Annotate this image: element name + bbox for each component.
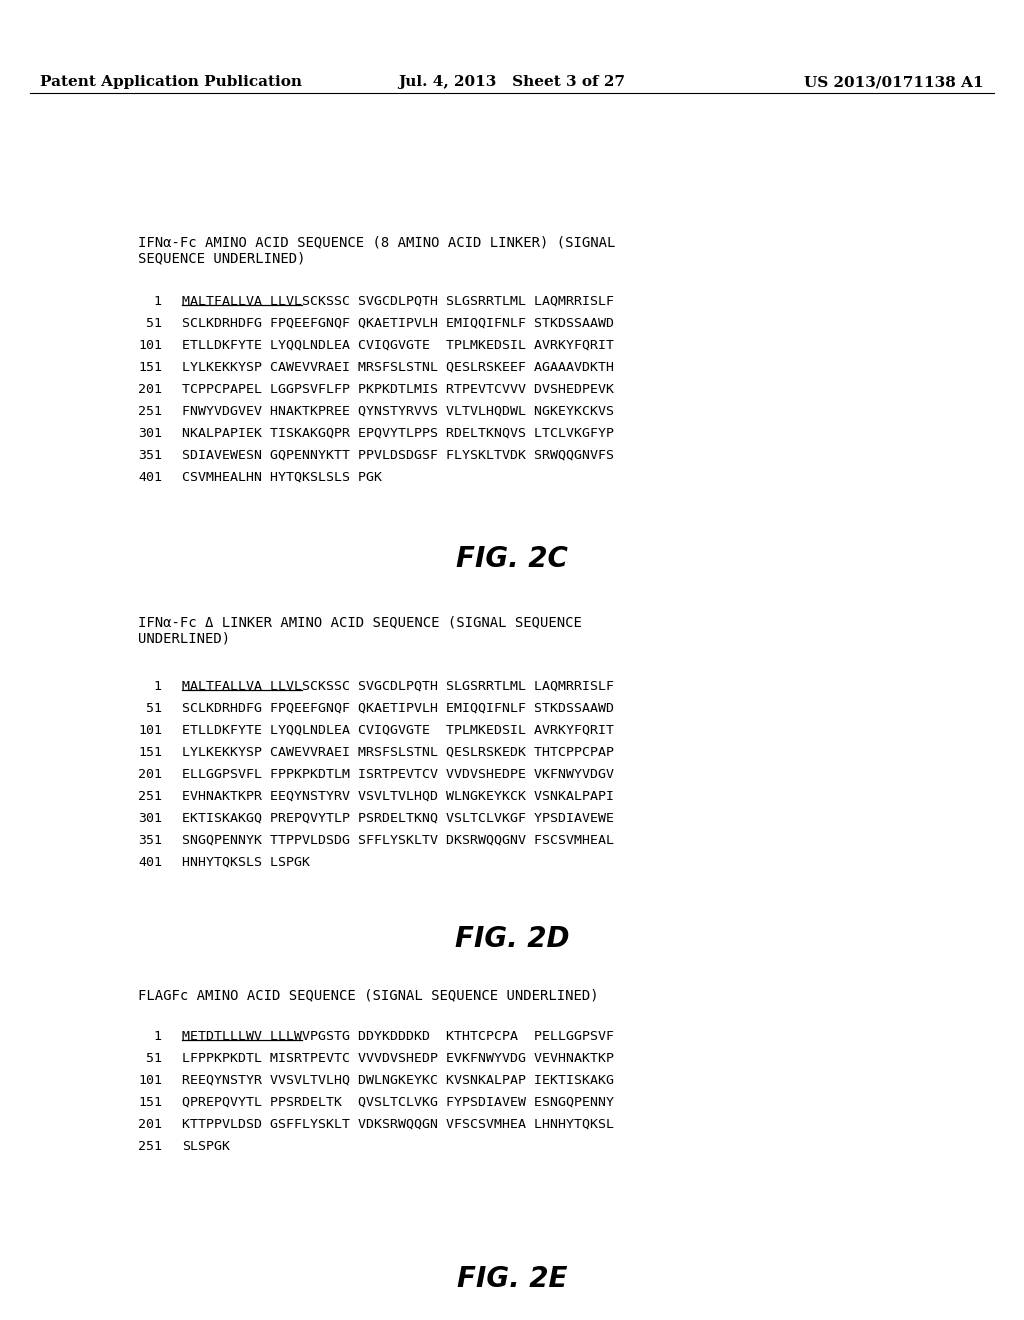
Text: 151: 151 xyxy=(138,360,162,374)
Text: SCLKDRHDFG FPQEEFGNQF QKAETIPVLH EMIQQIFNLF STKDSSAAWD: SCLKDRHDFG FPQEEFGNQF QKAETIPVLH EMIQQIF… xyxy=(182,702,614,715)
Text: FIG. 2C: FIG. 2C xyxy=(456,545,568,573)
Text: MALTFALLVA LLVLSCKSSC SVGCDLPQTH SLGSRRTLML LAQMRRISLF: MALTFALLVA LLVLSCKSSC SVGCDLPQTH SLGSRRT… xyxy=(182,680,614,693)
Text: QPREPQVYTL PPSRDELTK  QVSLTCLVKG FYPSDIAVEW ESNGQPENNY: QPREPQVYTL PPSRDELTK QVSLTCLVKG FYPSDIAV… xyxy=(182,1096,614,1109)
Text: REEQYNSTYR VVSVLTVLHQ DWLNGKEYKC KVSNKALPAP IEKTISKAKG: REEQYNSTYR VVSVLTVLHQ DWLNGKEYKC KVSNKAL… xyxy=(182,1074,614,1086)
Text: TCPPCPAPEL LGGPSVFLFP PKPKDTLMIS RTPEVTCVVV DVSHEDPEVK: TCPPCPAPEL LGGPSVFLFP PKPKDTLMIS RTPEVTC… xyxy=(182,383,614,396)
Text: 201: 201 xyxy=(138,768,162,781)
Text: ETLLDKFYTE LYQQLNDLEA CVIQGVGTE  TPLMKEDSIL AVRKYFQRIT: ETLLDKFYTE LYQQLNDLEA CVIQGVGTE TPLMKEDS… xyxy=(182,723,614,737)
Text: EVHNAKTKPR EEQYNSTYRV VSVLTVLHQD WLNGKEYKCK VSNKALPAPI: EVHNAKTKPR EEQYNSTYRV VSVLTVLHQD WLNGKEY… xyxy=(182,789,614,803)
Text: 301: 301 xyxy=(138,812,162,825)
Text: 201: 201 xyxy=(138,1118,162,1131)
Text: 201: 201 xyxy=(138,383,162,396)
Text: 401: 401 xyxy=(138,471,162,484)
Text: 101: 101 xyxy=(138,1074,162,1086)
Text: NKALPAPIEK TISKAKGQPR EPQVYTLPPS RDELTKNQVS LTCLVKGFYP: NKALPAPIEK TISKAKGQPR EPQVYTLPPS RDELTKN… xyxy=(182,426,614,440)
Text: 151: 151 xyxy=(138,746,162,759)
Text: Patent Application Publication: Patent Application Publication xyxy=(40,75,302,88)
Text: LYLKEKKYSP CAWEVVRAEI MRSFSLSTNL QESLRSKEDK THTCPPCPAP: LYLKEKKYSP CAWEVVRAEI MRSFSLSTNL QESLRSK… xyxy=(182,746,614,759)
Text: 251: 251 xyxy=(138,405,162,418)
Text: IFNα-Fc Δ LINKER AMINO ACID SEQUENCE (SIGNAL SEQUENCE
UNDERLINED): IFNα-Fc Δ LINKER AMINO ACID SEQUENCE (SI… xyxy=(138,615,582,645)
Text: 401: 401 xyxy=(138,855,162,869)
Text: SCLKDRHDFG FPQEEFGNQF QKAETIPVLH EMIQQIFNLF STKDSSAAWD: SCLKDRHDFG FPQEEFGNQF QKAETIPVLH EMIQQIF… xyxy=(182,317,614,330)
Text: 251: 251 xyxy=(138,789,162,803)
Text: 51: 51 xyxy=(138,702,162,715)
Text: 51: 51 xyxy=(138,1052,162,1065)
Text: IFNα-Fc AMINO ACID SEQUENCE (8 AMINO ACID LINKER) (SIGNAL
SEQUENCE UNDERLINED): IFNα-Fc AMINO ACID SEQUENCE (8 AMINO ACI… xyxy=(138,235,615,265)
Text: SLSPGK: SLSPGK xyxy=(182,1140,230,1152)
Text: FLAGFc AMINO ACID SEQUENCE (SIGNAL SEQUENCE UNDERLINED): FLAGFc AMINO ACID SEQUENCE (SIGNAL SEQUE… xyxy=(138,987,599,1002)
Text: Jul. 4, 2013   Sheet 3 of 27: Jul. 4, 2013 Sheet 3 of 27 xyxy=(398,75,626,88)
Text: FIG. 2E: FIG. 2E xyxy=(457,1265,567,1294)
Text: 151: 151 xyxy=(138,1096,162,1109)
Text: CSVMHEALHN HYTQKSLSLS PGK: CSVMHEALHN HYTQKSLSLS PGK xyxy=(182,471,382,484)
Text: 101: 101 xyxy=(138,339,162,352)
Text: ETLLDKFYTE LYQQLNDLEA CVIQGVGTE  TPLMKEDSIL AVRKYFQRIT: ETLLDKFYTE LYQQLNDLEA CVIQGVGTE TPLMKEDS… xyxy=(182,339,614,352)
Text: SDIAVEWESN GQPENNYKTT PPVLDSDGSF FLYSKLTVDK SRWQQGNVFS: SDIAVEWESN GQPENNYKTT PPVLDSDGSF FLYSKLT… xyxy=(182,449,614,462)
Text: US 2013/0171138 A1: US 2013/0171138 A1 xyxy=(805,75,984,88)
Text: 1: 1 xyxy=(138,294,162,308)
Text: MALTFALLVA LLVLSCKSSC SVGCDLPQTH SLGSRRTLML LAQMRRISLF: MALTFALLVA LLVLSCKSSC SVGCDLPQTH SLGSRRT… xyxy=(182,294,614,308)
Text: 1: 1 xyxy=(138,680,162,693)
Text: METDTLLLWV LLLWVPGSTG DDYKDDDKD  KTHTCPCPA  PELLGGPSVF: METDTLLLWV LLLWVPGSTG DDYKDDDKD KTHTCPCP… xyxy=(182,1030,614,1043)
Text: 351: 351 xyxy=(138,834,162,847)
Text: HNHYTQKSLS LSPGK: HNHYTQKSLS LSPGK xyxy=(182,855,310,869)
Text: SNGQPENNYK TTPPVLDSDG SFFLYSKLTV DKSRWQQGNV FSCSVMHEAL: SNGQPENNYK TTPPVLDSDG SFFLYSKLTV DKSRWQQ… xyxy=(182,834,614,847)
Text: 301: 301 xyxy=(138,426,162,440)
Text: EKTISKAKGQ PREPQVYTLP PSRDELTKNQ VSLTCLVKGF YPSDIAVEWE: EKTISKAKGQ PREPQVYTLP PSRDELTKNQ VSLTCLV… xyxy=(182,812,614,825)
Text: 51: 51 xyxy=(138,317,162,330)
Text: 351: 351 xyxy=(138,449,162,462)
Text: KTTPPVLDSD GSFFLYSKLT VDKSRWQQGN VFSCSVMHEA LHNHYTQKSL: KTTPPVLDSD GSFFLYSKLT VDKSRWQQGN VFSCSVM… xyxy=(182,1118,614,1131)
Text: LFPPKPKDTL MISRTPEVTC VVVDVSHEDP EVKFNWYVDG VEVHNAKTKP: LFPPKPKDTL MISRTPEVTC VVVDVSHEDP EVKFNWY… xyxy=(182,1052,614,1065)
Text: 1: 1 xyxy=(138,1030,162,1043)
Text: FNWYVDGVEV HNAKTKPREE QYNSTYRVVS VLTVLHQDWL NGKEYKCKVS: FNWYVDGVEV HNAKTKPREE QYNSTYRVVS VLTVLHQ… xyxy=(182,405,614,418)
Text: 101: 101 xyxy=(138,723,162,737)
Text: ELLGGPSVFL FPPKPKDTLM ISRTPEVTCV VVDVSHEDPE VKFNWYVDGV: ELLGGPSVFL FPPKPKDTLM ISRTPEVTCV VVDVSHE… xyxy=(182,768,614,781)
Text: LYLKEKKYSP CAWEVVRAEI MRSFSLSTNL QESLRSKEEF AGAAAVDKTH: LYLKEKKYSP CAWEVVRAEI MRSFSLSTNL QESLRSK… xyxy=(182,360,614,374)
Text: FIG. 2D: FIG. 2D xyxy=(455,925,569,953)
Text: 251: 251 xyxy=(138,1140,162,1152)
